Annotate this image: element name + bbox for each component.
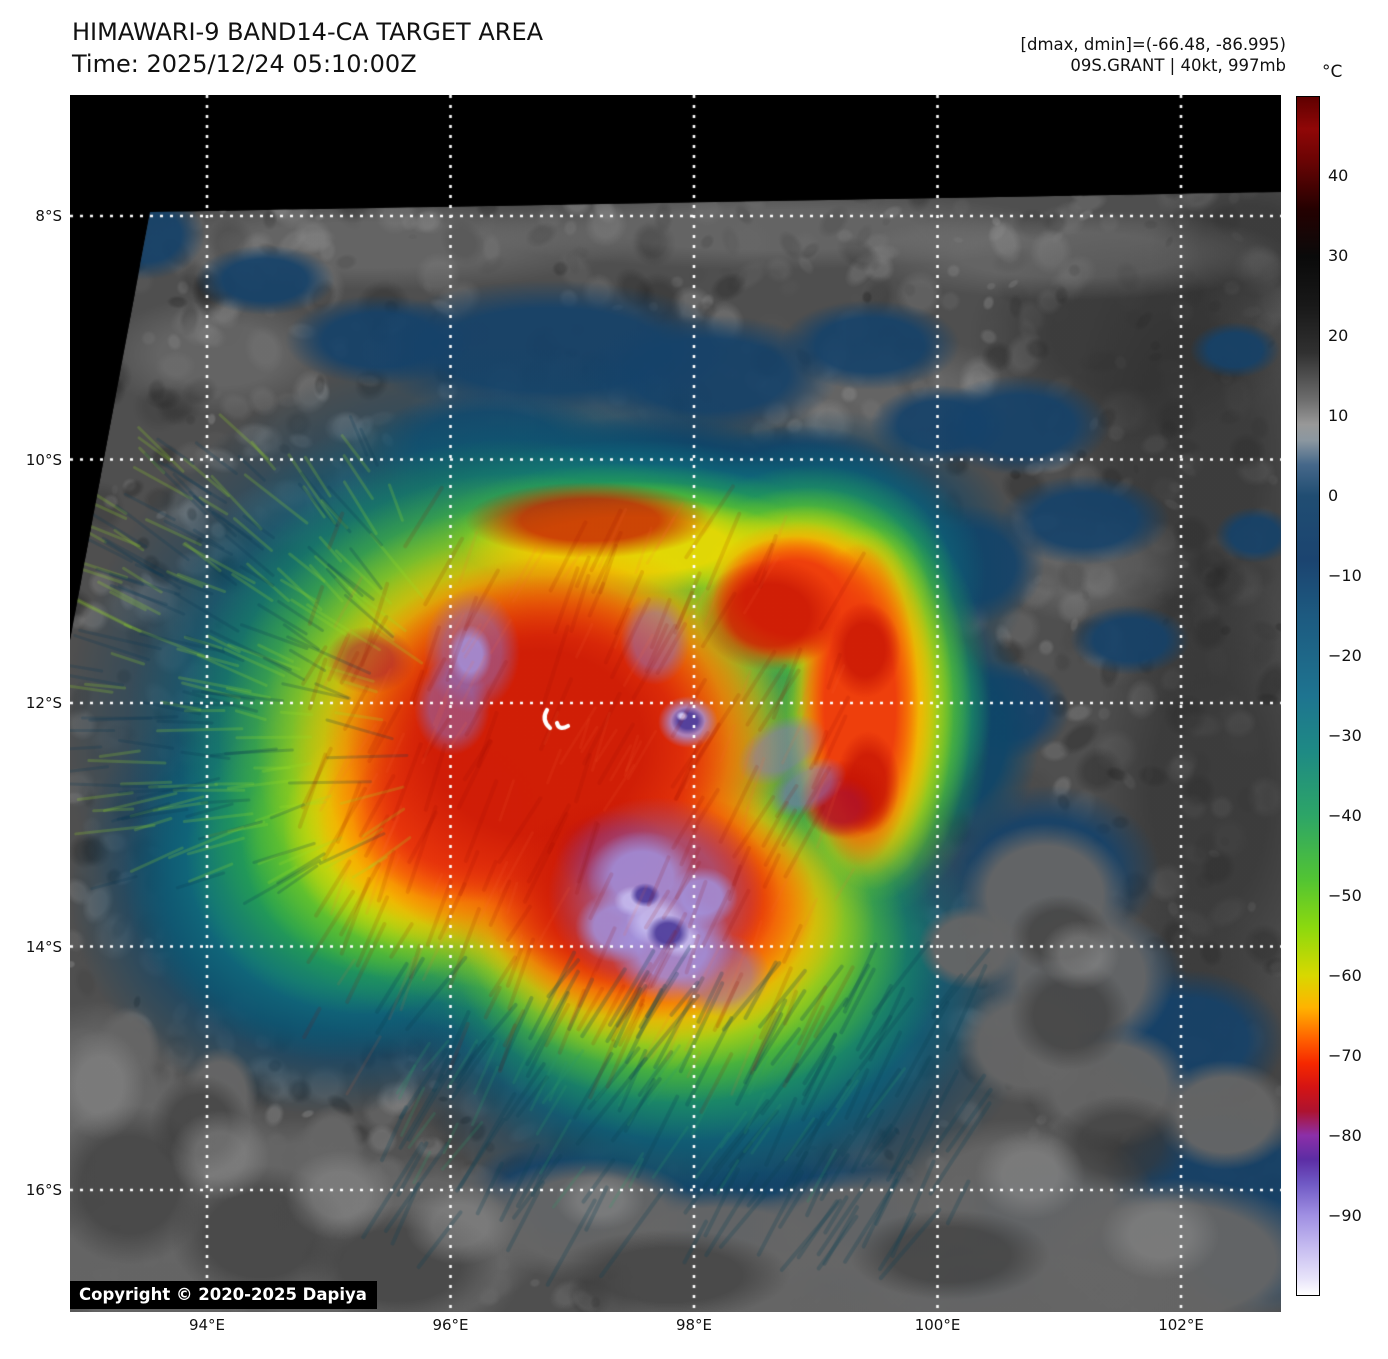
colorbar-unit-label: °C bbox=[1322, 62, 1343, 82]
colorbar-tick-label: 0 bbox=[1328, 486, 1339, 505]
lat-tick-label: 16°S bbox=[25, 1181, 62, 1199]
colorbar-tick-label: −70 bbox=[1328, 1046, 1362, 1065]
lon-tick-label: 96°E bbox=[432, 1316, 469, 1334]
product-time: Time: 2025/12/24 05:10:00Z bbox=[72, 50, 417, 78]
lat-tick-label: 10°S bbox=[25, 450, 62, 469]
lon-tick-label: 100°E bbox=[914, 1316, 961, 1334]
colorbar-tick-label: 40 bbox=[1328, 166, 1349, 185]
colorbar-tick-label: −60 bbox=[1328, 966, 1362, 985]
product-annotations: [dmax, dmin]=(-66.48, -86.995) 09S.GRANT… bbox=[1021, 34, 1286, 76]
lon-tick-label: 102°E bbox=[1158, 1316, 1204, 1334]
copyright-badge: Copyright © 2020-2025 Dapiya bbox=[70, 1281, 377, 1309]
lat-tick-label: 12°S bbox=[25, 694, 62, 712]
colorbar-tick-label: −40 bbox=[1328, 806, 1362, 825]
colorbar-tick-label: −80 bbox=[1328, 1126, 1362, 1145]
dmax-dmin-label: [dmax, dmin]=(-66.48, -86.995) bbox=[1020, 35, 1286, 54]
lon-tick-label: 94°E bbox=[188, 1316, 226, 1334]
colorbar bbox=[1296, 96, 1320, 1296]
colorbar-tick-label: −20 bbox=[1328, 646, 1362, 665]
storm-info-label: 09S.GRANT | 40kt, 997mb bbox=[1070, 56, 1286, 75]
lat-tick-label: 8°S bbox=[35, 207, 62, 225]
satellite-map-area: Copyright © 2020-2025 Dapiya bbox=[70, 95, 1281, 1312]
colorbar-tick-label: 20 bbox=[1328, 326, 1349, 345]
colorbar-tick-label: 30 bbox=[1328, 246, 1349, 265]
lat-tick-label: 14°S bbox=[25, 937, 62, 956]
lon-tick-label: 98°E bbox=[675, 1316, 713, 1334]
product-title: HIMAWARI-9 BAND14-CA TARGET AREA bbox=[72, 18, 544, 46]
colorbar-tick-label: −90 bbox=[1328, 1206, 1362, 1225]
satellite-image bbox=[70, 95, 1281, 1312]
colorbar-tick-label: −10 bbox=[1328, 566, 1362, 585]
colorbar-tick-label: −50 bbox=[1328, 886, 1362, 905]
colorbar-tick-label: 10 bbox=[1328, 406, 1349, 425]
colorbar-tick-label: −30 bbox=[1328, 726, 1362, 745]
